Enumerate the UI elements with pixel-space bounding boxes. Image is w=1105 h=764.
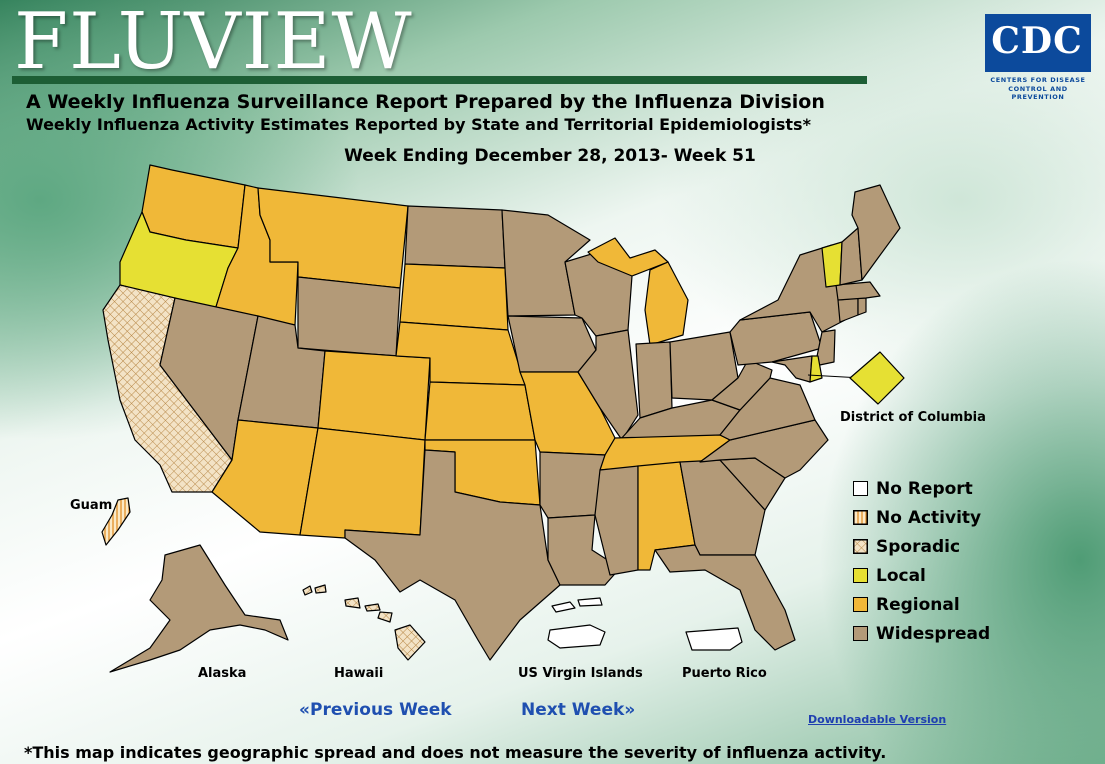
next-week-link[interactable]: Next Week» (521, 700, 636, 720)
legend-item-widespread: Widespread (853, 619, 990, 648)
label-puerto-rico: Puerto Rico (682, 666, 767, 681)
state-south-dakota[interactable] (399, 263, 509, 331)
page-title: A Weekly Influenza Surveillance Report P… (26, 91, 825, 113)
cdc-logo-text: CDC (991, 20, 1083, 62)
state-mississippi[interactable] (594, 465, 639, 576)
previous-week-link[interactable]: «Previous Week (299, 700, 452, 720)
legend-label: No Report (876, 478, 973, 499)
state-vermont[interactable] (821, 241, 843, 288)
state-new-mexico[interactable] (299, 427, 426, 539)
legend-label: Widespread (876, 623, 991, 644)
legend-item-local: Local (853, 561, 990, 590)
legend-label: Local (876, 565, 926, 586)
state-district-of-columbia[interactable] (849, 351, 905, 405)
state-wyoming[interactable] (297, 276, 401, 357)
label-us-virgin-islands: US Virgin Islands (518, 666, 643, 681)
label-guam: Guam (70, 498, 113, 513)
state-florida[interactable] (654, 544, 796, 651)
legend-label: No Activity (876, 507, 982, 528)
cdc-logo[interactable]: CDC CENTERS FOR DISEASE CONTROL AND PREV… (985, 14, 1091, 101)
legend-swatch (853, 568, 868, 583)
state-louisiana[interactable] (547, 514, 621, 586)
legend-swatch (853, 481, 868, 496)
legend-item-no-report: No Report (853, 474, 990, 503)
state-north-dakota[interactable] (404, 205, 506, 269)
state-us-virgin-islands[interactable] (547, 597, 606, 649)
state-kansas[interactable] (424, 381, 536, 441)
fluview-logo: FLUVIEW (14, 0, 413, 87)
state-michigan-upper[interactable] (587, 237, 669, 277)
state-west-virginia[interactable] (711, 359, 773, 411)
downloadable-version-link[interactable]: Downloadable Version (808, 713, 947, 726)
state-massachusetts[interactable] (835, 281, 881, 301)
week-title: Week Ending December 28, 2013- Week 51 (344, 146, 756, 166)
cdc-logo-subtext-1: CENTERS FOR DISEASE (990, 76, 1086, 84)
legend-label: Regional (876, 594, 960, 615)
state-connecticut[interactable] (837, 297, 859, 323)
state-indiana[interactable] (635, 341, 673, 419)
state-rhode-island[interactable] (857, 297, 867, 316)
state-iowa[interactable] (507, 315, 597, 373)
legend-swatch (853, 597, 868, 612)
state-illinois[interactable] (577, 329, 639, 441)
state-michigan-lower[interactable] (644, 261, 689, 346)
legend: No Report No Activity Sporadic Local Reg… (853, 474, 990, 648)
legend-swatch (853, 539, 868, 554)
state-hawaii[interactable] (302, 584, 426, 661)
legend-item-no-activity: No Activity (853, 503, 990, 532)
state-guam[interactable] (101, 497, 131, 546)
legend-swatch (853, 626, 868, 641)
label-hawaii: Hawaii (334, 666, 384, 681)
state-texas[interactable] (344, 449, 561, 661)
cdc-logo-box (985, 14, 1091, 72)
state-colorado[interactable] (317, 350, 431, 441)
state-maryland[interactable] (771, 355, 813, 383)
state-new-jersey[interactable] (814, 329, 836, 367)
state-alaska[interactable] (109, 544, 289, 673)
cdc-logo-subtext-2: CONTROL AND PREVENTION (1008, 85, 1068, 101)
legend-item-regional: Regional (853, 590, 990, 619)
footnote: *This map indicates geographic spread an… (24, 743, 887, 762)
legend-item-sporadic: Sporadic (853, 532, 990, 561)
legend-label: Sporadic (876, 536, 961, 557)
page-subtitle: Weekly Influenza Activity Estimates Repo… (26, 115, 811, 134)
state-puerto-rico[interactable] (685, 627, 743, 651)
legend-swatch (853, 510, 868, 525)
label-district-of-columbia: District of Columbia (840, 410, 986, 425)
title-divider (12, 76, 867, 84)
label-alaska: Alaska (198, 666, 247, 681)
state-montana[interactable] (257, 187, 409, 289)
state-maine[interactable] (851, 184, 901, 281)
